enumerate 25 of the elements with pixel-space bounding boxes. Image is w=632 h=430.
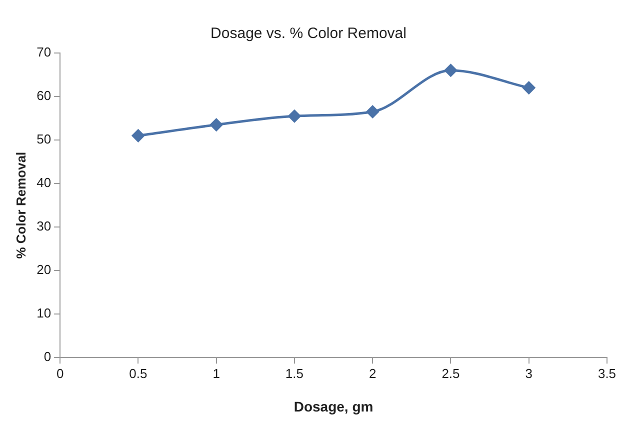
point — [132, 129, 144, 142]
x-axis-title: Dosage, gm — [294, 398, 374, 414]
x-tick-label: 1 — [212, 366, 220, 381]
chart-title: Dosage vs. % Color Removal — [210, 25, 406, 42]
point — [288, 110, 301, 122]
point — [522, 82, 536, 94]
point — [366, 105, 379, 118]
y-tick-label: 60 — [36, 88, 52, 104]
y-tick-label: 30 — [36, 218, 52, 234]
y-tick-label: 20 — [36, 262, 52, 278]
y-tick-label: 10 — [36, 306, 52, 321]
x-tick-label: 2 — [368, 366, 376, 381]
x-tick-label: 2.5 — [442, 366, 460, 381]
x-tick-label: 0.5 — [129, 366, 148, 381]
y-tick-label: 40 — [36, 175, 52, 190]
point — [210, 118, 223, 132]
y-tick-label: 50 — [36, 132, 52, 147]
x-tick-label: 1.5 — [285, 366, 304, 381]
point — [444, 64, 457, 77]
y-tick-label: 70 — [36, 44, 52, 60]
y-axis-title: % Color Removal — [13, 152, 28, 259]
y-tick-label: 0 — [44, 349, 52, 364]
x-tick-label: 3.5 — [598, 366, 616, 381]
x-tick-label: 3 — [525, 366, 532, 381]
x-tick-label: 0 — [56, 366, 64, 381]
